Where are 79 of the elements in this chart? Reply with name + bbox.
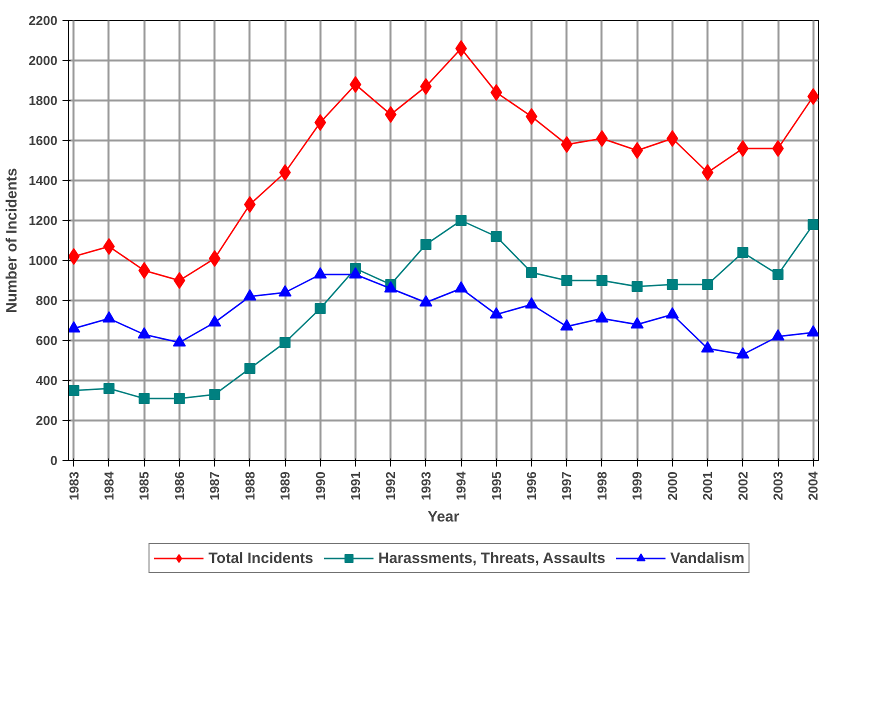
y-tick-label: 200	[36, 413, 58, 428]
point	[209, 389, 220, 400]
point	[138, 393, 150, 404]
y-tick-label: 2000	[28, 53, 58, 68]
point	[666, 279, 678, 290]
x-tick-label: 2001	[700, 472, 716, 500]
y-tick-label: 2200	[28, 13, 58, 28]
point	[631, 142, 643, 159]
point	[490, 84, 502, 101]
y-tick-label: 1000	[28, 253, 58, 268]
point	[68, 385, 80, 396]
point	[596, 275, 608, 286]
legend-label: Vandalism	[670, 550, 744, 566]
point	[632, 281, 643, 292]
point	[455, 40, 467, 57]
point	[456, 215, 467, 226]
point	[560, 136, 573, 153]
point	[490, 231, 502, 242]
x-tick-label: 2003	[770, 472, 786, 500]
point	[808, 219, 818, 230]
y-tick-label: 1400	[28, 173, 58, 188]
point	[526, 267, 538, 278]
point	[244, 196, 256, 213]
x-tick-label: 2000	[664, 472, 680, 500]
x-tick-label: 1985	[136, 472, 152, 500]
y-axis-title: Number of Incidents	[4, 168, 21, 314]
point	[138, 262, 150, 279]
point	[350, 76, 362, 93]
x-tick-label: 2002	[735, 472, 750, 500]
x-axis-title: Year	[428, 508, 460, 526]
point	[103, 383, 114, 394]
point	[174, 393, 185, 404]
point	[280, 337, 291, 348]
point	[208, 250, 220, 267]
legend-label: Total Incidents	[208, 550, 314, 566]
y-tick-label: 1600	[28, 133, 58, 148]
y-tick-label: 1800	[28, 93, 58, 108]
x-tick-label: 1989	[278, 472, 293, 500]
x-tick-label: 1987	[207, 472, 222, 500]
legend-label: Harassments, Threats, Assaults	[378, 550, 606, 566]
x-tick-label: 1992	[383, 472, 398, 500]
point	[420, 78, 432, 95]
x-tick-label: 1995	[488, 472, 504, 500]
x-tick-label: 1990	[312, 472, 328, 500]
point	[702, 164, 714, 181]
x-tick-label: 1991	[348, 472, 363, 500]
point	[526, 108, 538, 125]
point	[279, 164, 291, 181]
point	[314, 114, 326, 131]
x-tick-label: 1997	[559, 472, 574, 500]
x-tick-label: 1983	[66, 472, 82, 500]
x-tick-label: 1999	[630, 472, 645, 500]
point	[174, 272, 186, 289]
y-tick-label: 800	[36, 293, 58, 308]
x-tick-label: 1996	[524, 472, 540, 500]
point	[702, 279, 714, 290]
point	[103, 238, 115, 255]
x-tick-label: 1988	[242, 472, 258, 500]
point	[244, 363, 256, 374]
point	[384, 106, 397, 123]
point	[737, 247, 748, 258]
point	[772, 269, 784, 280]
y-tick-label: 0	[50, 453, 58, 468]
point	[666, 130, 678, 147]
x-tick-label: 1984	[101, 470, 116, 500]
point	[772, 140, 784, 157]
point	[561, 275, 572, 286]
x-tick-label: 1986	[172, 472, 187, 500]
x-tick-label: 1993	[418, 472, 434, 500]
y-tick-label: 600	[36, 333, 58, 348]
y-tick-label: 1200	[28, 213, 58, 228]
point	[420, 239, 432, 250]
point	[596, 130, 608, 147]
point	[736, 140, 749, 157]
y-tick-label: 400	[36, 373, 58, 388]
x-tick-label: 1998	[594, 472, 610, 500]
x-tick-label: 1994	[454, 470, 469, 500]
point	[314, 303, 326, 314]
x-tick-label: 2004	[806, 470, 821, 500]
